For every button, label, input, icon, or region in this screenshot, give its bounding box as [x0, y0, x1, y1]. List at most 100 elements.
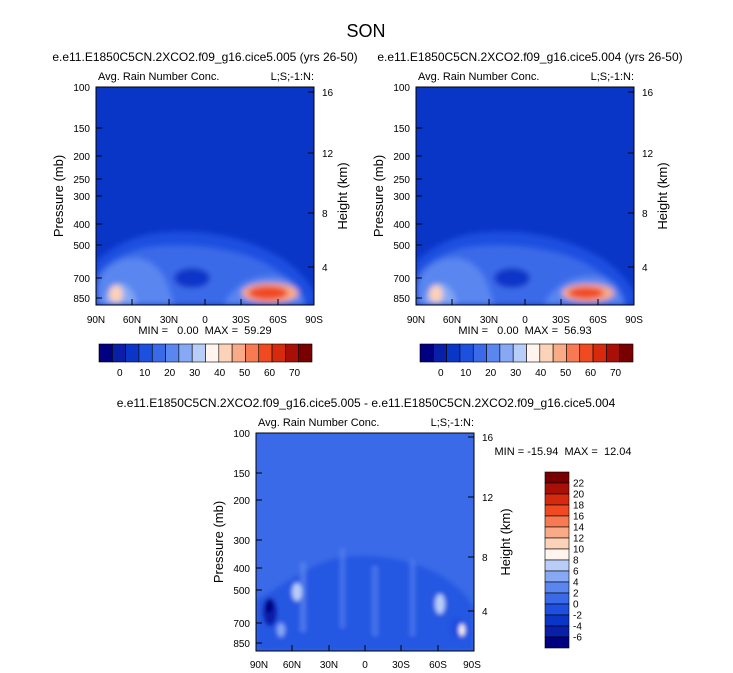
colorbar-swatch	[258, 343, 273, 363]
colorbar-swatch	[98, 343, 113, 363]
x-axis: 90N 60N 30N 0 30S 60S 90S	[407, 299, 643, 326]
colorbar-swatch	[544, 537, 570, 550]
colorbar-swatch	[552, 343, 567, 363]
y-tick-label: 400	[233, 564, 250, 575]
height-tick-label: 8	[322, 209, 328, 220]
colorbar: 0 10 20 30 40 50 60 70	[98, 343, 313, 379]
y-tick-label: 700	[73, 274, 90, 285]
x-tick-label: 90S	[305, 315, 323, 326]
colorbar-swatch	[459, 343, 474, 363]
panel-title: e.e11.E1850C5CN.2XCO2.f09_g16.cice5.004 …	[377, 50, 682, 64]
min-max-stats: MIN = 0.00 MAX = 59.29	[138, 325, 271, 337]
y-tick-label: 300	[393, 192, 410, 203]
colorbar-swatch	[151, 343, 166, 363]
x-tick-label: 90S	[463, 660, 481, 671]
y-tick-label: 850	[233, 639, 250, 650]
x-tick-label: 30S	[552, 315, 570, 326]
colorbar-label: 60	[264, 368, 276, 379]
x-tick-label: 30S	[232, 315, 250, 326]
x-tick-label: 60N	[443, 315, 461, 326]
min-max-stats: MIN = 0.00 MAX = 56.93	[458, 325, 591, 337]
field-contours	[256, 548, 474, 651]
colorbar-label: 60	[585, 368, 597, 379]
y-tick-label: 200	[73, 152, 90, 163]
y-tick-label: 200	[393, 152, 410, 163]
colorbar-swatch	[245, 343, 260, 363]
x-tick-label: 0	[522, 315, 528, 326]
height-tick-label: 8	[642, 209, 648, 220]
y-tick-label: 850	[393, 294, 410, 305]
colorbar-swatch	[544, 548, 570, 561]
x-tick-label: 60S	[269, 315, 287, 326]
y-axis-left: 100 150 200 250 300 400 500 700 850	[393, 83, 422, 305]
colorbar-swatch	[138, 343, 153, 363]
colorbar-label: 0	[117, 368, 123, 379]
y-tick-label: 700	[393, 274, 410, 285]
colorbar-label: 6	[573, 567, 579, 578]
colorbar-label: 8	[573, 556, 579, 567]
colorbar-label: 12	[573, 534, 585, 545]
colorbar-swatch	[112, 343, 126, 363]
variable-label: Avg. Rain Number Conc.	[258, 417, 379, 429]
panel-model-005: e.e11.E1850C5CN.2XCO2.f09_g16.cice5.005 …	[51, 50, 358, 379]
y-axis-right: 16 12 8 4	[468, 433, 494, 618]
colorbar-swatch	[165, 343, 180, 363]
colorbar-label: 50	[560, 368, 572, 379]
colorbar-swatch	[544, 493, 570, 506]
colorbar-swatch	[544, 559, 570, 572]
colorbar-swatch	[191, 343, 206, 363]
figure-title: SON	[346, 21, 385, 41]
colorbar-swatch	[205, 343, 220, 363]
units-label: L;S;-1:N:	[431, 417, 474, 429]
y-axis-right-title: Height (km)	[655, 162, 670, 229]
colorbar-swatch	[446, 343, 461, 363]
y-axis-right: 16 12 8 4	[308, 88, 334, 274]
y-tick-label: 250	[73, 175, 90, 186]
colorbar-swatch	[539, 343, 554, 363]
variable-label: Avg. Rain Number Conc.	[98, 71, 219, 83]
colorbar-swatch	[433, 343, 447, 363]
colorbar-swatch	[544, 636, 570, 649]
colorbar-label: 18	[573, 501, 585, 512]
y-tick-label: 150	[73, 124, 90, 135]
colorbar-swatch	[606, 343, 620, 363]
height-tick-label: 16	[482, 433, 494, 444]
y-tick-label: 300	[233, 536, 250, 547]
colorbar-swatch	[285, 343, 299, 363]
colorbar-swatch	[544, 526, 570, 539]
panel-title: e.e11.E1850C5CN.2XCO2.f09_g16.cice5.005 …	[117, 396, 616, 410]
y-tick-label: 100	[393, 83, 410, 94]
field-contours	[96, 231, 314, 305]
colorbar-label: -6	[573, 633, 582, 644]
y-tick-label: 400	[73, 220, 90, 231]
min-max-stats: MIN = -15.94 MAX = 12.04	[495, 446, 632, 458]
y-axis-left: 100 150 200 300 400 500 700 850	[233, 429, 262, 650]
colorbar-label: 20	[485, 368, 497, 379]
x-axis: 90N 60N 30N 0 30S 60S 90S	[250, 645, 481, 671]
colorbar-swatch	[218, 343, 233, 363]
field-contours	[416, 231, 634, 305]
height-tick-label: 4	[322, 263, 328, 274]
colorbar-swatch	[419, 343, 434, 363]
colorbar-swatch	[544, 614, 570, 627]
colorbar-swatch	[544, 515, 570, 528]
y-axis-right-title: Height (km)	[498, 508, 513, 575]
x-tick-label: 30N	[480, 315, 498, 326]
colorbar-label: 22	[573, 479, 585, 490]
colorbar-swatch	[579, 343, 594, 363]
y-axis-title: Pressure (mb)	[371, 155, 386, 237]
height-tick-label: 12	[482, 493, 494, 504]
y-tick-label: 200	[233, 496, 250, 507]
colorbar-swatch	[544, 625, 570, 638]
colorbar-swatch	[472, 343, 487, 363]
colorbar-swatch	[512, 343, 527, 363]
y-axis-title: Pressure (mb)	[211, 501, 226, 583]
colorbar-swatch	[298, 343, 313, 363]
y-tick-label: 150	[233, 469, 250, 480]
x-tick-label: 60N	[283, 660, 301, 671]
x-tick-label: 30S	[392, 660, 410, 671]
y-tick-label: 500	[393, 241, 410, 252]
y-axis-right-title: Height (km)	[335, 162, 350, 229]
colorbar-label: -4	[573, 622, 582, 633]
